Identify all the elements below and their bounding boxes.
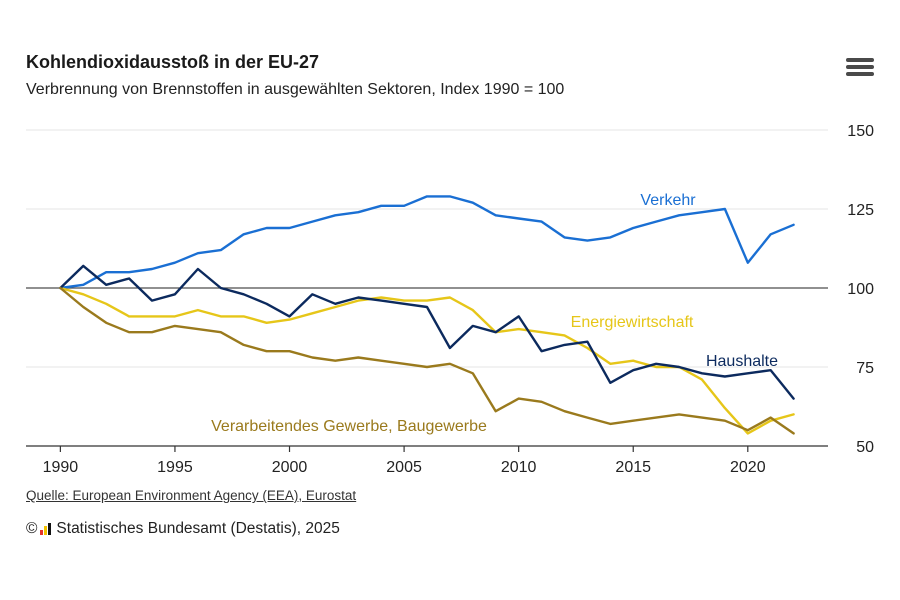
- series-line: [59, 195, 795, 290]
- x-tick-label: 2015: [615, 459, 651, 476]
- menu-bar: [846, 65, 874, 69]
- x-tick-label: 1990: [43, 459, 79, 476]
- destatis-logo-icon: [40, 523, 52, 535]
- y-tick-label: 75: [856, 360, 874, 377]
- source-link[interactable]: Quelle: European Environment Agency (EEA…: [26, 488, 357, 503]
- menu-bar: [846, 72, 874, 76]
- menu-bar: [846, 58, 874, 62]
- x-tick-label: 2000: [272, 459, 308, 476]
- x-tick-label: 2005: [386, 459, 422, 476]
- hamburger-menu-icon[interactable]: [846, 58, 874, 82]
- x-tick-label: 1995: [157, 459, 193, 476]
- series-line: [59, 286, 795, 435]
- copyright-line: © Statistisches Bundesamt (Destatis), 20…: [26, 520, 340, 538]
- series-line: [59, 264, 795, 400]
- logo-bar: [44, 526, 48, 535]
- copyright-symbol: ©: [26, 520, 38, 537]
- x-tick-label: 2020: [730, 459, 766, 476]
- logo-bar: [48, 523, 52, 535]
- chart-subtitle: Verbrennung von Brennstoffen in ausgewäh…: [26, 81, 565, 98]
- logo-bar: [40, 530, 44, 535]
- y-tick-label: 50: [856, 439, 874, 456]
- series-line: [59, 286, 795, 435]
- copyright-text: Statistisches Bundesamt (Destatis), 2025: [56, 520, 340, 537]
- series-label: Haushalte: [706, 353, 778, 370]
- y-tick-label: 125: [847, 202, 874, 219]
- series-label: Energiewirtschaft: [571, 314, 694, 331]
- y-tick-label: 100: [847, 281, 874, 298]
- x-tick-label: 2010: [501, 459, 537, 476]
- series-label: Verarbeitendes Gewerbe, Baugewerbe: [211, 418, 487, 435]
- y-tick-label: 150: [847, 123, 874, 140]
- series-label: Verkehr: [640, 192, 696, 209]
- chart-title: Kohlendioxidausstoß in der EU-27: [26, 52, 320, 72]
